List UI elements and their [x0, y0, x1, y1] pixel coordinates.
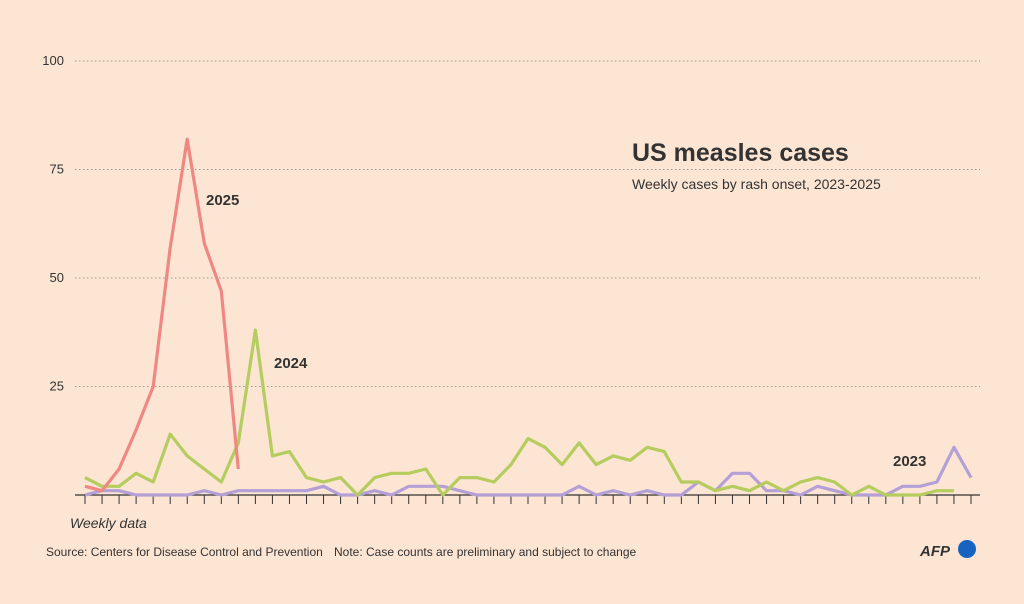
y-tick-label: 50 — [50, 270, 64, 285]
logo-dot — [958, 540, 976, 558]
x-note: Weekly data — [70, 515, 147, 531]
logo: AFP — [919, 543, 951, 560]
line-series — [84, 137, 240, 493]
source: Source: Centers for Disease Control and … — [46, 545, 323, 559]
series-label: 2025 — [206, 192, 239, 209]
chart-subtitle: Weekly cases by rash onset, 2023-2025 — [632, 176, 881, 192]
series-label: 2024 — [274, 355, 308, 372]
y-tick-label: 25 — [50, 379, 64, 394]
chart-title: US measles cases — [632, 139, 849, 167]
y-tick-label: 75 — [50, 162, 64, 177]
line-series — [84, 328, 954, 497]
y-tick-label: 100 — [42, 53, 64, 68]
note: Note: Case counts are preliminary and su… — [334, 545, 636, 559]
series-label: 2023 — [893, 453, 926, 470]
line-series — [84, 445, 973, 497]
